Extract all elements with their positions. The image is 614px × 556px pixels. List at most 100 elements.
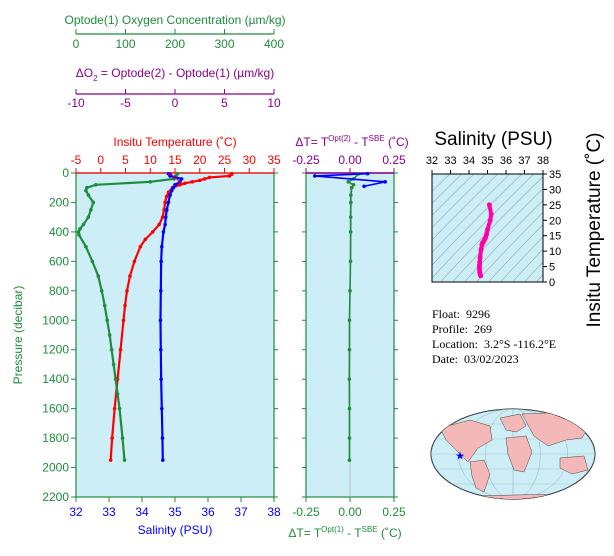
date-line: Date: 03/02/2023 xyxy=(432,352,519,367)
temperature-point xyxy=(197,178,202,183)
ts-density-contour xyxy=(432,174,511,253)
salinity-point xyxy=(160,436,165,440)
dt-opt2-point xyxy=(362,184,366,189)
oxygen-point xyxy=(117,406,122,411)
salinity-point xyxy=(166,200,171,205)
map-continent xyxy=(559,455,589,475)
salinity-tick-label: 37 xyxy=(234,505,248,519)
temperature-point xyxy=(166,190,171,194)
salinity-point xyxy=(169,188,174,193)
dt-opt1-point xyxy=(347,347,352,352)
delta-o2-point xyxy=(168,171,172,176)
temperature-point xyxy=(128,274,132,278)
dt-opt1-point xyxy=(349,193,353,197)
dt-bottom-axis-label-part: ΔT= T xyxy=(288,526,321,540)
oxygen-point xyxy=(86,193,91,197)
oxygen-point xyxy=(107,333,112,337)
oxygen-axis-label: Optode(1) Oxygen Concentration (µm/kg) xyxy=(64,13,285,27)
delta-o2-axis-label-part: 2 xyxy=(93,74,98,83)
dt-top-axis-label-part: ΔT= T xyxy=(295,135,328,149)
salinity-tick-label: 33 xyxy=(102,505,116,519)
dt-opt1-point xyxy=(348,289,352,293)
salinity-tick-label: 38 xyxy=(267,505,281,519)
temperature-point xyxy=(118,347,123,352)
dt-bottom-tick-label: 0.00 xyxy=(338,505,362,519)
oxygen-point xyxy=(109,347,114,352)
temperature-point xyxy=(202,177,207,181)
temperature-axis-label: Insitu Temperature (˚C) xyxy=(113,135,236,149)
oxygen-point xyxy=(111,362,116,367)
dt-top-tick-label: 0.25 xyxy=(382,153,406,167)
ts-density-contour xyxy=(432,174,463,204)
oxygen-point xyxy=(113,377,118,381)
ts-density-contour xyxy=(432,174,451,192)
ts-y-tick-label: 35 xyxy=(549,169,561,181)
temperature-point xyxy=(190,180,195,184)
y-tick-label: 2200 xyxy=(42,490,69,504)
temperature-point xyxy=(163,200,167,205)
dt-opt1-point xyxy=(351,182,356,187)
y-tick-label: 200 xyxy=(49,195,69,209)
profile-panel: 0200400600800100012001400160018002000220… xyxy=(11,13,286,537)
temperature-tick-label: -5 xyxy=(71,153,82,167)
ts-density-contour xyxy=(512,248,543,282)
dt-opt1-point xyxy=(348,215,353,219)
ts-point xyxy=(487,217,493,223)
dt-bottom-tick-label: 0.25 xyxy=(382,505,406,519)
ts-density-contour xyxy=(432,174,487,229)
delta-o2-tick-label: 5 xyxy=(221,96,228,110)
ts-density-contour xyxy=(524,261,543,282)
ts-y-tick-label: 5 xyxy=(549,262,555,274)
y-tick-label: 1800 xyxy=(42,431,69,445)
ts-x-tick-label: 36 xyxy=(500,155,512,167)
salinity-point xyxy=(173,182,177,187)
ts-x-axis-label: Salinity (PSU) xyxy=(434,129,552,150)
oxygen-point xyxy=(84,188,88,193)
delta-o2-axis-label: ΔO2 = Optode(2) - Optode(1) (µm/kg) xyxy=(76,66,274,83)
ts-y-tick-label: 15 xyxy=(549,231,561,243)
dt-top-axis-label-part: - T xyxy=(351,135,369,149)
salinity-tick-label: 36 xyxy=(201,505,215,519)
ts-x-tick-label: 38 xyxy=(537,155,549,167)
salinity-axis-label: Salinity (PSU) xyxy=(138,523,213,537)
temperature-tick-label: 0 xyxy=(97,153,104,167)
dt-top-tick-label: -0.25 xyxy=(292,153,320,167)
oxygen-tick-label: 300 xyxy=(214,37,234,51)
temperature-point xyxy=(123,303,127,308)
dt-opt1-point xyxy=(347,318,352,323)
dt-opt1-point xyxy=(349,200,353,205)
ts-y-tick-label: 25 xyxy=(549,200,561,212)
temperature-point xyxy=(227,174,232,178)
temperature-tick-label: 25 xyxy=(218,153,232,167)
ts-x-tick-label: 34 xyxy=(463,155,475,167)
y-tick-label: 1600 xyxy=(42,402,69,416)
ts-density-contour xyxy=(536,274,543,282)
ts-diagram-panel: 32 33 34 35 36 37 38 0 5 10 15 20 25 30 35 Salinity (PS… xyxy=(426,129,605,328)
dt-top-tick-label: 0.00 xyxy=(338,153,362,167)
dt-opt1-point xyxy=(347,406,352,411)
temperature-point xyxy=(110,436,114,440)
y-tick-label: 1000 xyxy=(42,313,69,327)
location-line: Location: 3.2°S -116.2°E xyxy=(432,337,556,352)
temperature-point xyxy=(183,181,187,186)
temperature-tick-label: 30 xyxy=(243,153,257,167)
temperature-tick-label: 20 xyxy=(193,153,207,167)
ts-y-tick-label: 0 xyxy=(549,277,555,289)
dt-top-axis-label: ΔT= TOpt(2) - TSBE (˚C) xyxy=(295,134,408,149)
salinity-point xyxy=(159,377,163,381)
oxygen-point xyxy=(86,215,91,219)
ts-density-contour xyxy=(452,188,543,282)
oxygen-point xyxy=(81,222,86,227)
salinity-point xyxy=(168,193,172,197)
y-tick-label: 1200 xyxy=(42,343,69,357)
dt-top-axis-label-part: Opt(2) xyxy=(328,134,351,143)
oxygen-tick-label: 0 xyxy=(73,37,80,51)
oxygen-point xyxy=(120,436,125,440)
temperature-point xyxy=(207,175,212,180)
ts-point xyxy=(488,211,494,217)
location-label: Location: xyxy=(432,337,478,351)
float-value: 9296 xyxy=(466,307,491,321)
ts-density-contour xyxy=(464,200,543,282)
temperature-point xyxy=(164,194,169,199)
